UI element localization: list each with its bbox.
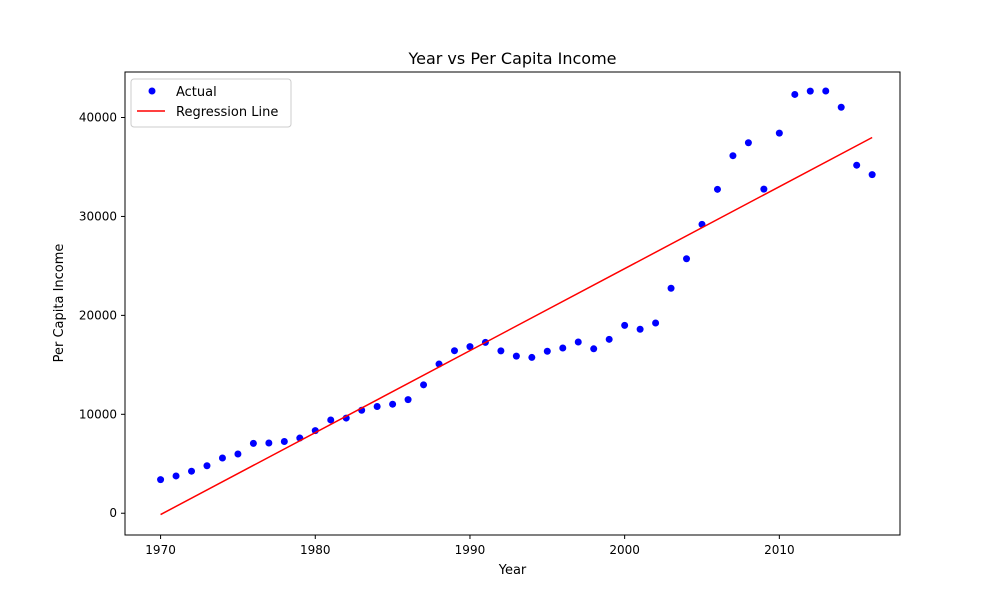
actual-point xyxy=(822,87,830,95)
legend-box xyxy=(130,78,292,128)
actual-point xyxy=(265,439,273,447)
actual-point xyxy=(389,400,397,408)
legend-label-actual: Actual xyxy=(176,85,217,100)
actual-point xyxy=(853,161,861,169)
x-axis: 1970 1980 1990 2000 2010 xyxy=(145,535,795,557)
actual-point xyxy=(280,438,288,446)
plot-frame xyxy=(124,71,901,536)
actual-point xyxy=(466,343,474,351)
actual-point xyxy=(404,396,412,404)
actual-point xyxy=(744,139,752,147)
actual-point xyxy=(373,402,381,410)
actual-point xyxy=(667,284,675,292)
actual-point xyxy=(683,255,691,263)
x-tick-label: 2000 xyxy=(609,543,640,557)
actual-point xyxy=(188,467,196,475)
actual-point xyxy=(172,472,180,480)
actual-point xyxy=(574,338,582,346)
actual-point xyxy=(760,185,768,193)
actual-point xyxy=(249,439,257,447)
actual-point xyxy=(837,103,845,111)
x-tick-label: 2010 xyxy=(764,543,795,557)
actual-point xyxy=(636,325,644,333)
actual-point xyxy=(652,319,660,327)
legend-label-regression-line: Regression Line xyxy=(176,105,278,120)
actual-point xyxy=(621,321,629,329)
actual-point xyxy=(218,454,226,462)
x-tick-label: 1980 xyxy=(300,543,331,557)
actual-point xyxy=(590,345,598,353)
actual-point xyxy=(234,450,242,458)
actual-point xyxy=(559,344,567,352)
actual-point xyxy=(806,87,814,95)
data-layer xyxy=(157,87,876,516)
legend-marker-actual xyxy=(148,87,156,95)
actual-point xyxy=(512,352,520,360)
actual-point xyxy=(420,381,428,389)
actual-point xyxy=(791,90,799,98)
actual-point xyxy=(729,152,737,160)
y-axis-label: Per Capita Income xyxy=(52,244,67,363)
y-tick-label: 10000 xyxy=(79,407,117,421)
y-tick-label: 20000 xyxy=(79,308,117,322)
actual-point xyxy=(868,171,876,179)
y-tick-label: 30000 xyxy=(79,209,117,223)
actual-point xyxy=(203,462,211,470)
actual-point xyxy=(713,185,721,193)
x-tick-label: 1970 xyxy=(145,543,176,557)
actual-point xyxy=(775,129,783,137)
actual-point xyxy=(497,347,505,355)
legend: Actual Regression Line xyxy=(130,78,292,128)
regression-line xyxy=(160,136,873,516)
x-axis-label: Year xyxy=(498,563,527,578)
actual-point xyxy=(450,347,458,355)
actual-point xyxy=(605,335,613,343)
x-tick-label: 1990 xyxy=(455,543,486,557)
y-tick-label: 0 xyxy=(109,506,117,520)
actual-point xyxy=(157,476,165,484)
actual-point xyxy=(327,416,335,424)
y-axis: 0 10000 20000 30000 40000 xyxy=(79,111,125,520)
actual-point xyxy=(528,353,536,361)
chart-title: Year vs Per Capita Income xyxy=(407,49,616,68)
y-tick-label: 40000 xyxy=(79,111,117,125)
actual-point xyxy=(543,347,551,355)
